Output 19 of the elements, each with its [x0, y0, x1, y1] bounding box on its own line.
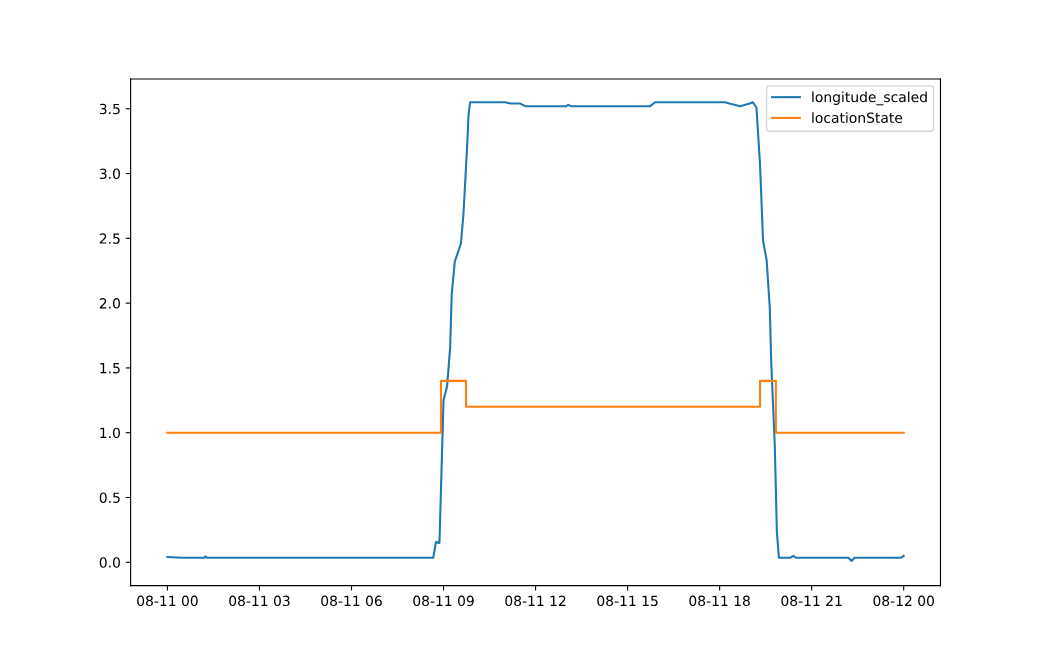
y-tick-label: 0.5	[99, 492, 120, 503]
y-tick-label: 1.0	[100, 427, 120, 439]
y-tick-label: 3.0	[99, 168, 120, 180]
y-tick-label: 2.5	[99, 233, 120, 244]
x-tick-label: 08-11 03	[229, 595, 290, 607]
x-tick-label: 08-11 00	[137, 595, 198, 607]
legend-label: locationState	[812, 112, 903, 123]
x-tick-label: 08-11 09	[413, 595, 474, 607]
x-tick-label: 08-11 18	[689, 595, 750, 607]
y-tick-label: 1.5	[100, 363, 120, 374]
x-tick-label: 08-11 15	[597, 595, 658, 607]
x-tick-label: 08-12 00	[873, 595, 934, 607]
y-tick-label: 2.0	[99, 298, 120, 309]
x-tick-label: 08-11 21	[781, 595, 842, 607]
y-tick-label: 0.0	[99, 557, 120, 568]
y-tick-label: 3.5	[99, 103, 120, 115]
x-tick-label: 08-11 12	[505, 595, 566, 607]
legend-label: longitude_scaled	[812, 91, 927, 106]
x-tick-label: 08-11 06	[321, 595, 382, 607]
